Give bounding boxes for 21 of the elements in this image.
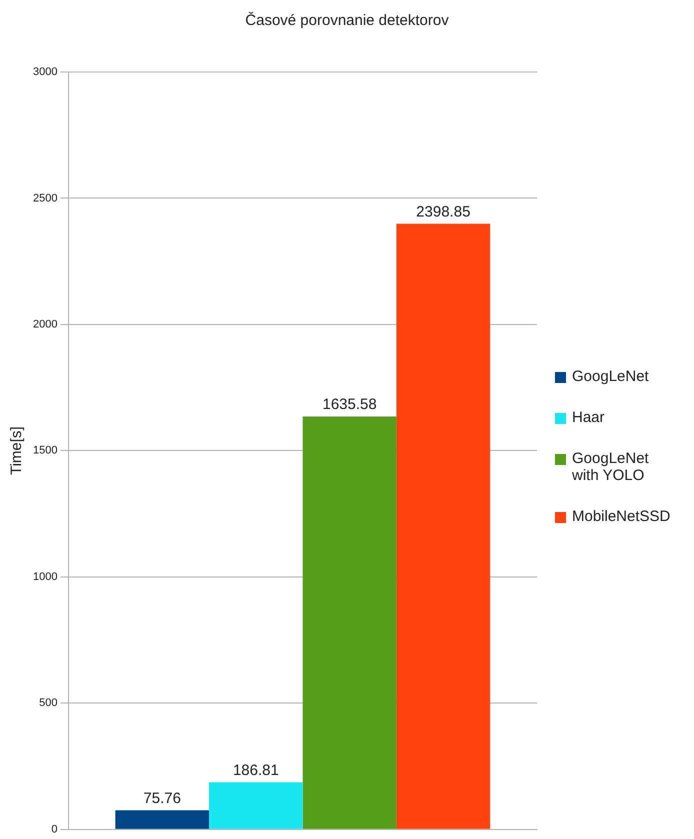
data-label: 2398.85: [416, 203, 470, 220]
chart-title: Časové porovnanie detektorov: [244, 12, 450, 29]
y-tick-label: 2000: [32, 318, 58, 330]
legend-label: GoogLeNet with YOLO: [572, 450, 650, 484]
legend-label: GoogLeNet: [572, 368, 649, 385]
data-label: 75.76: [143, 790, 181, 807]
bar: [396, 224, 490, 829]
y-tick-label: 1500: [32, 444, 58, 457]
bar: [302, 416, 396, 829]
y-tick-label: 0: [51, 823, 58, 836]
legend-label: MobileNetSSD: [572, 508, 670, 525]
y-tick-label: 2500: [32, 192, 58, 204]
bar: [209, 782, 303, 829]
y-tick-label: 500: [39, 697, 58, 710]
bar: [115, 810, 210, 829]
data-label: 1635.58: [322, 396, 377, 414]
data-label: 186.81: [232, 762, 279, 779]
y-tick-label: 3000: [32, 66, 58, 78]
y-tick-label: 1000: [32, 570, 58, 583]
y-axis-title: Time[s]: [8, 426, 26, 476]
legend-label: Haar: [572, 409, 605, 426]
